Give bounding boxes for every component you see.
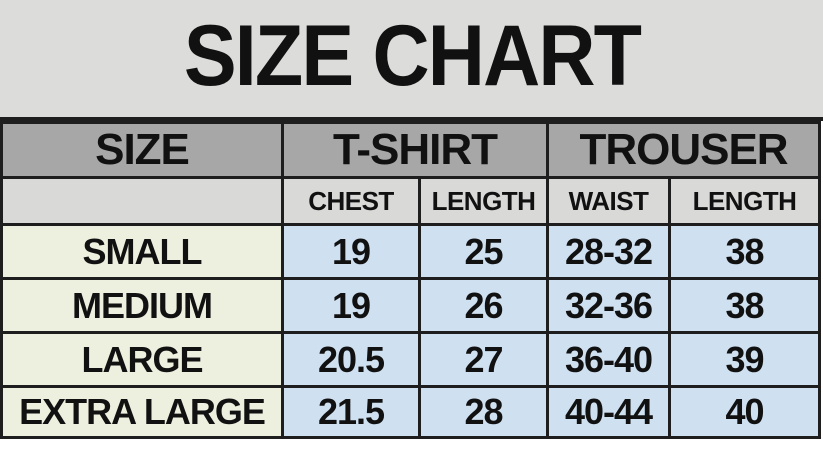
sub-header-trouser-length: LENGTH: [668, 176, 822, 226]
trouser-length-cell: 40: [668, 385, 822, 439]
sub-header-tshirt-chest: CHEST: [281, 176, 421, 226]
size-cell: SMALL: [0, 223, 284, 280]
column-header-size: SIZE: [0, 121, 284, 179]
trouser-waist-cell: 36-40: [546, 331, 672, 388]
sub-header-tshirt-length: LENGTH: [417, 176, 550, 226]
column-header-tshirt: T-SHIRT: [280, 121, 550, 179]
table-row-extra-large: EXTRA LARGE 21.5 28 40-44 40: [0, 385, 822, 439]
table-row-small: SMALL 19 25 28-32 38: [0, 223, 822, 280]
sub-header-row: CHEST LENGTH WAIST LENGTH: [0, 176, 822, 226]
size-cell: MEDIUM: [0, 277, 284, 334]
trouser-waist-cell: 40-44: [546, 385, 672, 439]
table-row-medium: MEDIUM 19 26 32-36 38: [0, 277, 822, 334]
table-row-large: LARGE 20.5 27 36-40 39: [0, 331, 822, 388]
tshirt-length-cell: 26: [417, 277, 550, 334]
sub-header-trouser-waist: WAIST: [546, 176, 672, 226]
tshirt-length-cell: 25: [417, 223, 550, 280]
tshirt-chest-cell: 19: [281, 277, 421, 334]
trouser-waist-cell: 28-32: [546, 223, 672, 280]
trouser-waist-cell: 32-36: [546, 277, 672, 334]
tshirt-chest-cell: 21.5: [281, 385, 421, 439]
size-table: SIZE T-SHIRT TROUSER CHEST LENGTH WAIST …: [0, 121, 822, 439]
trouser-length-cell: 39: [668, 331, 822, 388]
size-cell: LARGE: [0, 331, 284, 388]
tshirt-length-cell: 28: [417, 385, 550, 439]
group-header-row: SIZE T-SHIRT TROUSER: [0, 121, 822, 179]
tshirt-chest-cell: 19: [281, 223, 421, 280]
trouser-length-cell: 38: [668, 277, 822, 334]
page-title: SIZE CHART: [183, 7, 641, 104]
tshirt-length-cell: 27: [417, 331, 550, 388]
trouser-length-cell: 38: [668, 223, 822, 280]
sub-header-empty: [0, 176, 284, 226]
tshirt-chest-cell: 20.5: [281, 331, 421, 388]
size-cell: EXTRA LARGE: [0, 385, 284, 439]
title-band: SIZE CHART: [0, 0, 823, 121]
column-header-trouser: TROUSER: [546, 121, 822, 179]
